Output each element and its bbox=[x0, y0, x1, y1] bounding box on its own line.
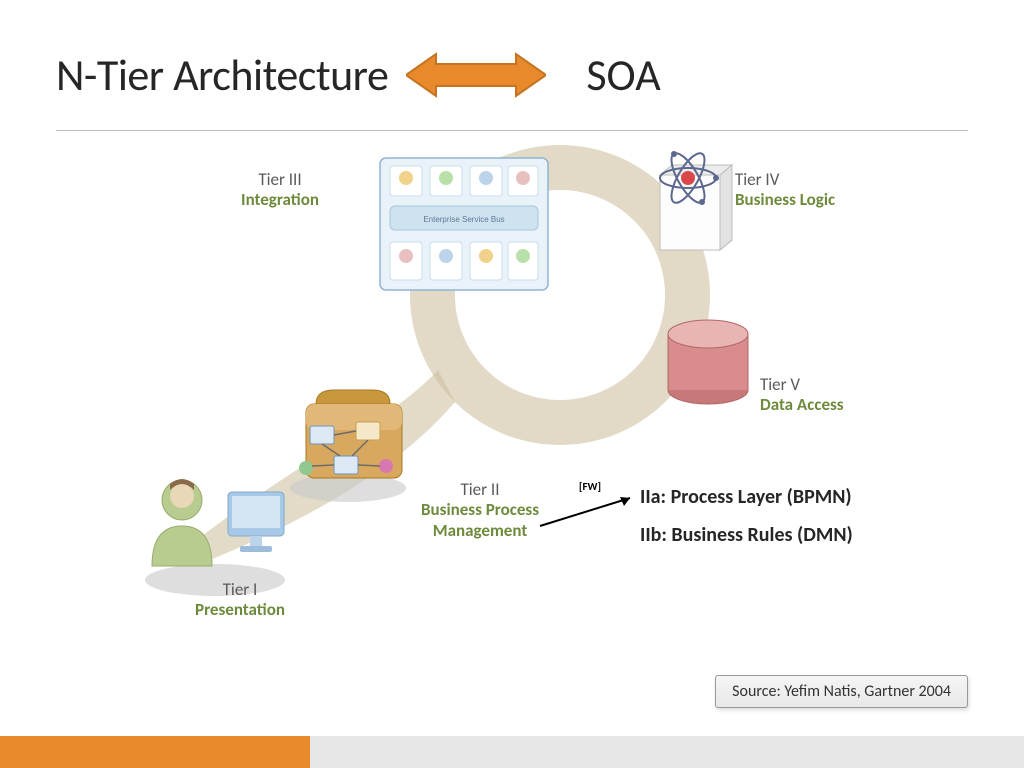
footer-orange bbox=[0, 736, 310, 768]
sublabel-a: IIa: Process Layer (BPMN) bbox=[640, 478, 853, 516]
sublabel-b: IIb: Business Rules (DMN) bbox=[640, 516, 853, 554]
title-divider bbox=[56, 130, 968, 131]
source-citation: Source: Yefim Natis, Gartner 2004 bbox=[715, 675, 968, 708]
tier2-sublabels: IIa: Process Layer (BPMN) IIb: Business … bbox=[640, 478, 853, 554]
tier1-label: Tier I Presentation bbox=[150, 580, 330, 621]
diagram-canvas: Enterprise Service Bus bbox=[0, 140, 1024, 700]
title-right: SOA bbox=[586, 48, 660, 102]
esb-panel-icon: Enterprise Service Bus bbox=[380, 158, 548, 290]
slide: N-Tier Architecture SOA bbox=[0, 0, 1024, 768]
title-left: N-Tier Architecture bbox=[56, 48, 388, 102]
title-row: N-Tier Architecture SOA bbox=[56, 48, 968, 102]
fw-annotation: [FW] bbox=[575, 480, 605, 493]
database-cylinder-icon bbox=[668, 320, 748, 404]
tier4-label: Tier IV Business Logic bbox=[735, 170, 915, 211]
server-atom-icon bbox=[660, 149, 732, 250]
tier3-label: Tier III Integration bbox=[200, 170, 360, 211]
tier2-label: Tier II Business Process Management bbox=[380, 480, 580, 541]
svg-text:Enterprise Service Bus: Enterprise Service Bus bbox=[423, 215, 504, 224]
tier5-label: Tier V Data Access bbox=[760, 375, 940, 416]
double-arrow-icon bbox=[406, 50, 546, 100]
footer-gray-strip bbox=[310, 736, 1024, 768]
